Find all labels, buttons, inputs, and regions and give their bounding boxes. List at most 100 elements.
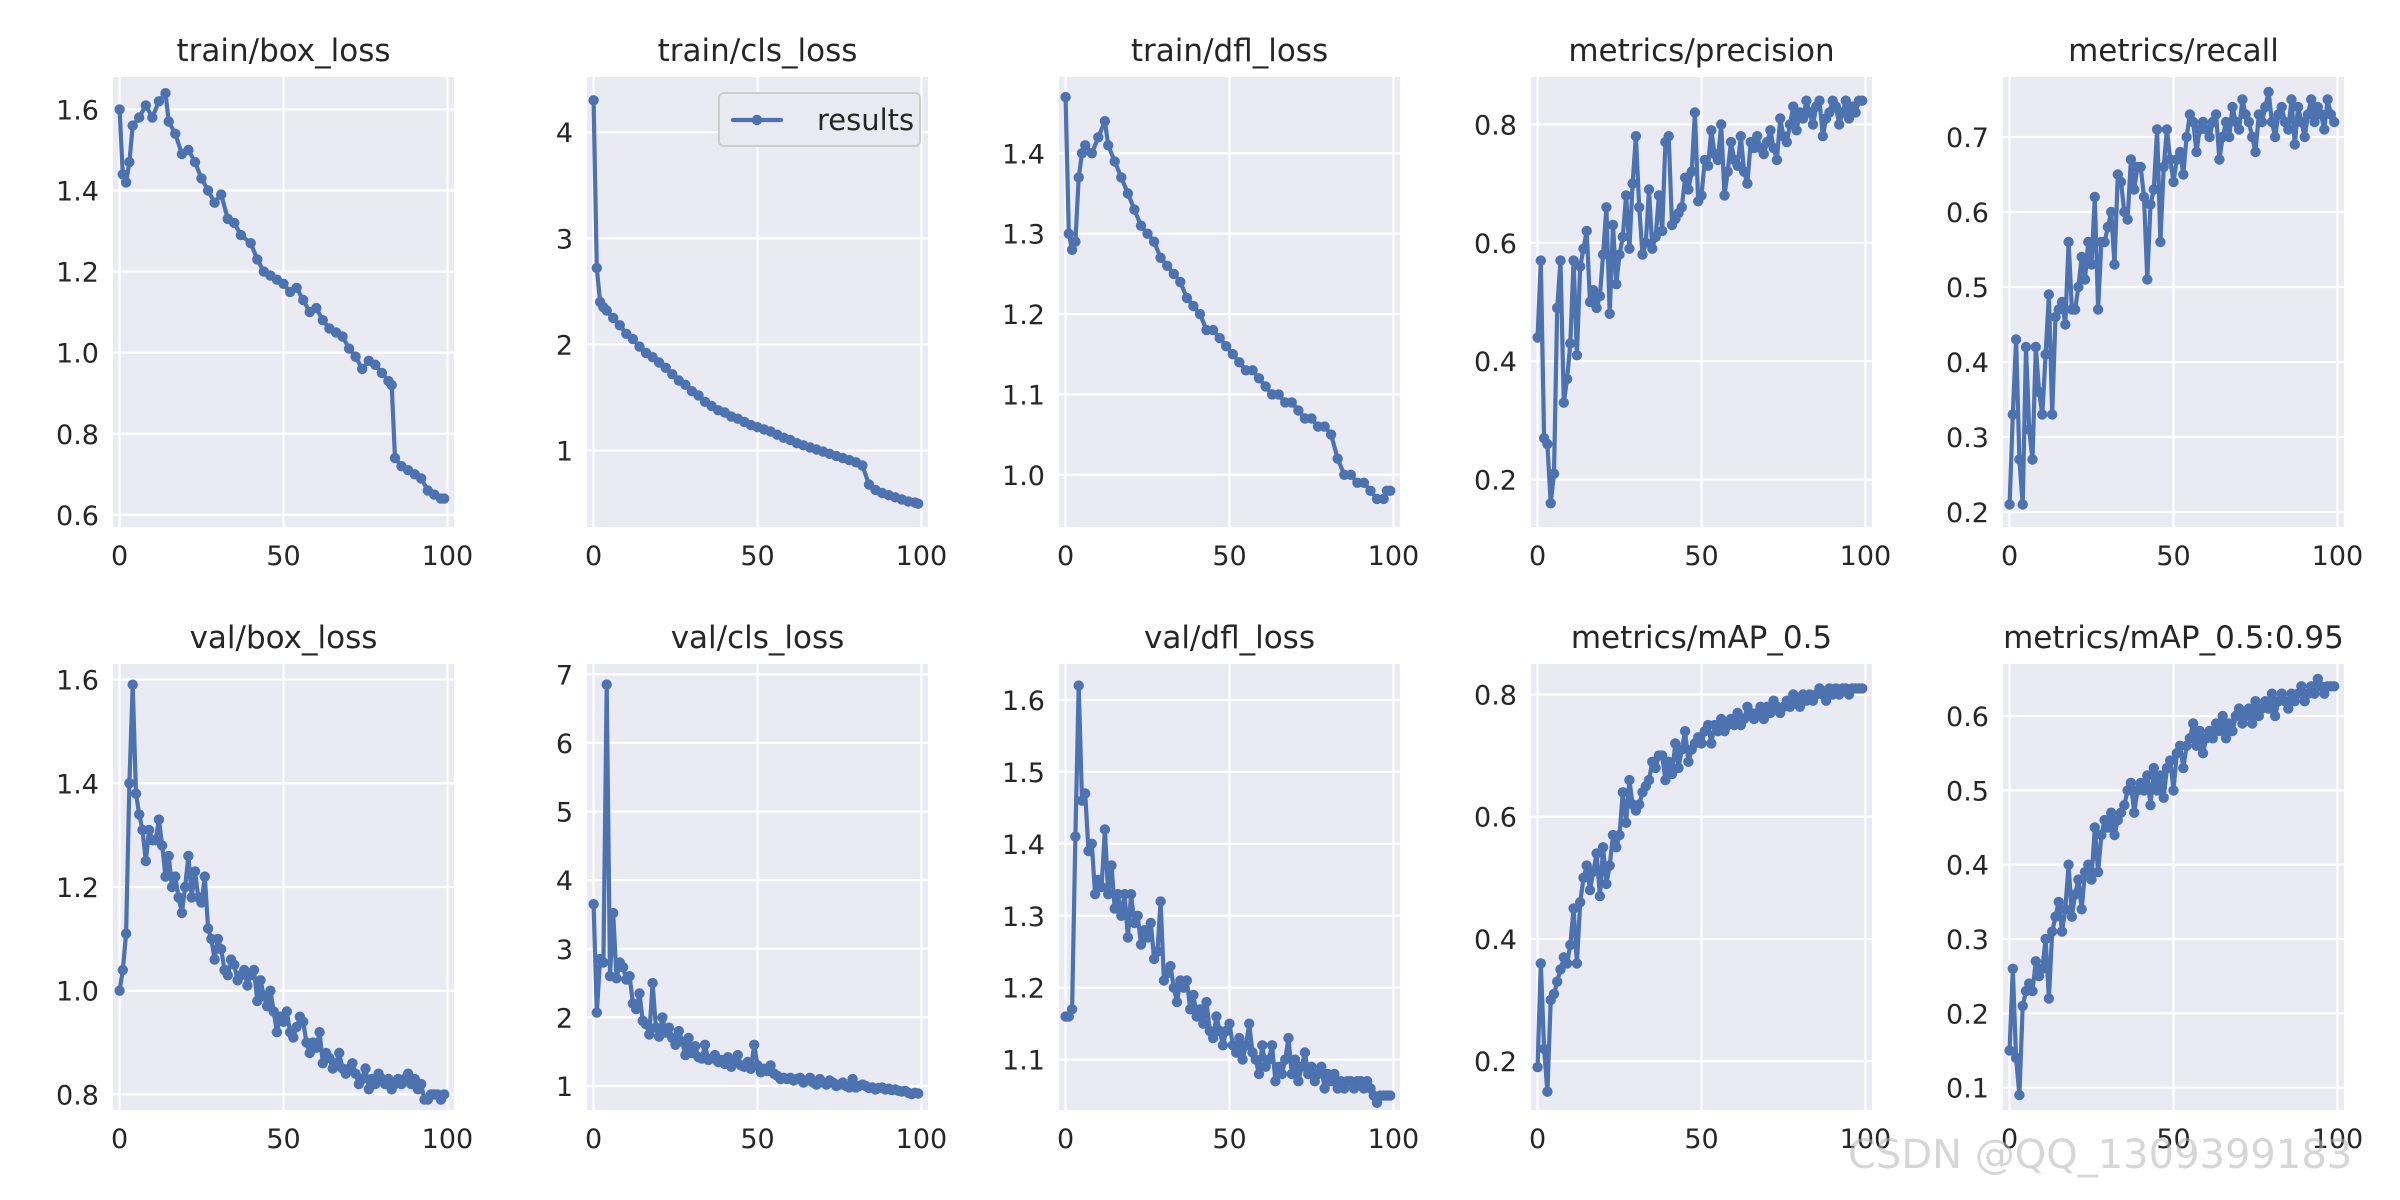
data-point	[1345, 469, 1357, 480]
chart-title: val/dfl_loss	[1144, 620, 1315, 656]
data-point	[2151, 785, 2163, 796]
data-point	[591, 262, 602, 274]
data-point	[1611, 842, 1622, 853]
data-point	[1775, 113, 1786, 124]
data-point	[117, 964, 128, 976]
data-point	[1620, 817, 1632, 828]
data-point	[2014, 1089, 2025, 1101]
data-point	[1542, 1086, 1553, 1097]
data-point	[153, 814, 165, 825]
data-point	[2056, 296, 2068, 308]
data-point	[667, 369, 678, 380]
data-point	[2004, 499, 2015, 510]
x-tick-label: 50	[740, 541, 774, 572]
data-point	[1565, 939, 1576, 951]
y-tick-label: 1.1	[1002, 1046, 1045, 1077]
data-point	[1657, 225, 1668, 237]
data-point	[2260, 101, 2271, 113]
data-point	[2099, 236, 2110, 248]
data-point	[183, 144, 194, 156]
data-point	[127, 120, 138, 131]
data-point	[2073, 281, 2084, 293]
data-point	[2030, 956, 2042, 967]
chart-title: metrics/mAP_0.5:0.95	[2003, 620, 2344, 656]
data-point	[1188, 989, 1199, 1001]
data-point	[1643, 774, 1655, 786]
data-point	[1712, 154, 1724, 166]
data-point	[2092, 866, 2104, 878]
data-point	[1604, 860, 1615, 871]
data-point	[1181, 292, 1193, 304]
data-point	[314, 1027, 325, 1038]
data-point	[2089, 191, 2100, 203]
data-point	[2296, 681, 2307, 692]
data-point	[2322, 94, 2333, 105]
data-point	[1132, 910, 1143, 921]
data-point	[179, 881, 191, 893]
data-point	[1145, 917, 1157, 929]
data-point	[2125, 154, 2137, 165]
data-point	[2138, 191, 2150, 203]
data-point	[370, 359, 381, 370]
data-point	[2194, 725, 2205, 737]
x-tick-label: 100	[1840, 541, 1892, 572]
y-tick-label: 0.2	[1474, 466, 1517, 497]
y-tick-label: 0.6	[56, 501, 99, 532]
data-point	[2263, 86, 2274, 98]
data-point	[2083, 236, 2094, 248]
x-tick-label: 50	[2156, 1124, 2190, 1155]
data-point	[170, 871, 181, 882]
data-point	[1165, 960, 1176, 972]
data-point	[1716, 119, 1727, 130]
data-point	[163, 850, 174, 862]
data-point	[1293, 405, 1304, 416]
data-point	[1814, 95, 1825, 106]
data-point	[199, 871, 210, 882]
data-point	[1250, 1054, 1261, 1065]
data-point	[2214, 725, 2225, 737]
data-point	[1207, 324, 1219, 336]
data-point	[2145, 199, 2156, 210]
data-point	[608, 312, 619, 324]
data-point	[1207, 1032, 1219, 1044]
y-tick-label: 0.3	[1946, 423, 1989, 454]
data-point	[2315, 109, 2327, 120]
data-point	[1198, 1018, 1209, 1029]
data-point	[1650, 762, 1661, 774]
data-point	[2102, 221, 2114, 233]
data-point	[147, 112, 158, 123]
data-point	[1066, 1004, 1078, 1015]
data-point	[1634, 202, 1645, 213]
chart-title: val/cls_loss	[671, 620, 845, 656]
data-point	[1135, 220, 1147, 231]
data-point	[1679, 172, 1691, 183]
chart-panel-train-dfl-loss: 0 50 100 1.0 1.1 1.2 1.3 1.4 train/dfl_loss	[1002, 33, 1419, 572]
data-point	[357, 363, 368, 375]
data-point	[439, 1089, 450, 1100]
data-point	[1224, 1018, 1235, 1029]
data-point	[1768, 142, 1779, 154]
y-tick-label: 0.6	[1946, 702, 1989, 733]
x-tick-label: 0	[585, 1124, 602, 1155]
data-point	[124, 156, 135, 168]
data-point	[245, 238, 256, 249]
data-point	[183, 850, 194, 862]
data-point	[1063, 228, 1075, 239]
data-point	[2309, 116, 2320, 128]
data-point	[2197, 748, 2209, 759]
data-point	[1103, 889, 1114, 900]
data-point	[1289, 1054, 1301, 1065]
data-point	[650, 1022, 662, 1033]
data-point	[1244, 1018, 1255, 1029]
data-point	[2069, 889, 2081, 900]
y-tick-label: 0.3	[1946, 925, 1989, 956]
data-point	[1096, 881, 1107, 893]
data-point	[1686, 166, 1697, 177]
data-point	[1280, 1054, 1291, 1065]
y-tick-label: 3	[556, 224, 573, 255]
data-point	[1073, 172, 1084, 183]
data-point	[1217, 1040, 1229, 1051]
data-point	[627, 333, 639, 345]
y-tick-label: 1.1	[1002, 380, 1045, 411]
data-point	[1650, 231, 1661, 243]
